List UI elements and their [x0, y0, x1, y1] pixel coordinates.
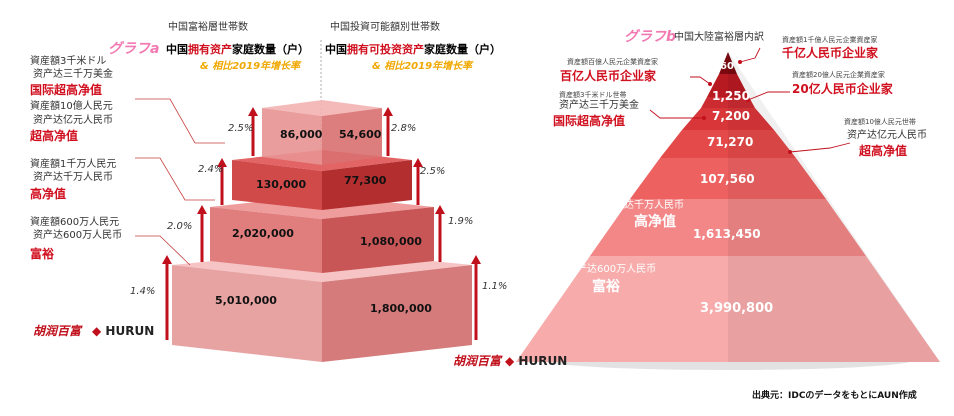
tier-1-right-growth: 2.8% [391, 123, 417, 134]
hurun-logo-en-text-2: HURUN [518, 354, 568, 368]
hurun-logo-icon: ◆ [92, 324, 102, 338]
pyramid-inner-1-line1: 资产达千万人民币 [604, 200, 684, 211]
tier-3-jp: 資産額1千万人民元 [30, 159, 117, 170]
tier-3-right-growth: 1.9% [448, 216, 474, 227]
pyramid-layer-2-left [707, 74, 749, 97]
pyramid-value-4: 71,270 [707, 135, 754, 149]
pyramid-layer-7 [516, 256, 940, 362]
callout-5-mid: 资产达亿元人民币 [847, 130, 927, 141]
tier-3-right-value: 1,080,000 [360, 235, 422, 248]
tier-4-jp: 資産額600万人民元 [30, 217, 120, 228]
tier-chokoujyun-right [322, 160, 412, 210]
tier-3-left-value: 2,020,000 [232, 227, 294, 240]
callout-5-big: 超高净值 [859, 144, 908, 158]
tier-3-name: 高净值 [30, 187, 67, 201]
tier-4-left-growth: 1.4% [130, 286, 156, 297]
pyramid-layer-4 [660, 130, 796, 158]
tier-3-left-growth: 2.0% [167, 221, 193, 232]
pyramid-leader-lines [649, 47, 851, 153]
tier-fuyu-left [172, 265, 322, 362]
pyramid-right-shade [728, 52, 940, 362]
pyramid-value-6: 1,613,450 [693, 227, 761, 241]
hurun-logo-en-2: ◆ HURUN [505, 355, 567, 367]
callout-1-small: 資産額1千億人民元企業資産家 [782, 36, 878, 44]
pyramid-value-2: 1,250 [712, 89, 750, 103]
pyramid-value-1: 60 [720, 61, 734, 72]
pyramid-layer-5 [630, 158, 826, 199]
tier-2-left-growth: 2.4% [198, 164, 224, 175]
tier-2-cn: 资产达亿元人民币 [33, 115, 113, 126]
tier-fuyu-right [322, 265, 472, 362]
growth-arrows [162, 107, 481, 340]
tier-2-left-value: 130,000 [256, 178, 307, 191]
hurun-logo-cn-2: 胡润百富 [453, 354, 502, 368]
callout-2-big: 百亿人民币企业家 [560, 69, 657, 83]
tier-kokusai-left [262, 108, 322, 165]
tier-kokusai-box [262, 100, 382, 165]
pyramid-layer-1 [719, 52, 737, 74]
callout-3-big: 20亿人民币企业家 [792, 82, 893, 96]
subtitle-right: & 相比2019年增长率 [372, 61, 473, 72]
pyramid-value-7: 3,990,800 [700, 301, 774, 316]
header-right-cn-pre: 中国 [325, 43, 347, 56]
pyramid-value-3: 7,200 [712, 109, 750, 123]
pyramid-inner-2-line2: 富裕 [592, 279, 620, 295]
header-left-cn-red: 拥有资产 [188, 43, 232, 56]
source-note: 出典元：IDCのデータをもとにAUN作成 [752, 391, 917, 401]
tier-kokusai-right [322, 108, 382, 165]
hurun-logo-en-text: HURUN [105, 324, 155, 338]
tier-chokoujyun-left [232, 160, 322, 210]
tier-1-name: 国际超高净值 [30, 83, 103, 97]
tier-4-right-growth: 1.1% [482, 281, 508, 292]
header-right-cn: 中国拥有可投资资产家庭数量（户） [325, 44, 501, 55]
header-left-cn-pre: 中国 [166, 43, 188, 56]
tier-2-right-value: 77,300 [344, 174, 387, 187]
pyramid-value-5: 107,560 [700, 172, 755, 186]
pyramid-layer-3b [682, 108, 774, 130]
callout-1-big: 千亿人民币企业家 [782, 46, 879, 60]
header-right-cn-post: 家庭数量（户） [424, 43, 501, 56]
tier-4-cn: 资产达600万人民币 [33, 230, 123, 241]
subtitle-left: & 相比2019年增长率 [200, 61, 301, 72]
callout-5-small: 資産額10億人民元世帯 [844, 118, 916, 126]
tier-2-name: 超高净值 [30, 129, 79, 143]
header-left-jp: 中国富裕層世帯数 [168, 22, 248, 33]
pyramid [516, 52, 940, 362]
graph-b-title: 中国大陸富裕層内訳 [674, 32, 764, 43]
pyramid-inner-2-line1: 资产达600万人民币 [567, 264, 657, 275]
tier-2-right-growth: 2.5% [420, 166, 446, 177]
tier-koujyun-left [210, 207, 322, 273]
header-left-cn-post: 家庭数量（户） [232, 43, 309, 56]
callout-3-small: 資産額20億人民元企業資産家 [792, 71, 885, 79]
pyramid-layer-6 [590, 199, 866, 256]
hurun-logo-cn: 胡润百富 [33, 324, 82, 338]
tier-4-right-value: 1,800,000 [370, 302, 432, 315]
left-leader-lines [135, 98, 225, 266]
tier-1-right-value: 54,600 [339, 128, 382, 141]
header-right-jp: 中国投資可能額別世帯数 [330, 22, 440, 33]
tier-1-left-growth: 2.5% [228, 123, 254, 134]
graph-b-label: グラフb [624, 29, 677, 45]
pyramid-leader-dots [702, 60, 792, 154]
tier-1-jp: 資産額3千米ドル [30, 56, 107, 67]
graph-a-label: グラフa [108, 41, 160, 57]
pyramid-inner-1-line2: 高净值 [634, 214, 676, 230]
callout-4-small: 資産額3千米ドル世帯 [559, 91, 627, 99]
callout-2-small: 資産額百億人民元企業資産家 [567, 58, 658, 66]
tier-4-left-value: 5,010,000 [215, 294, 277, 307]
callout-4-big: 国际超高净值 [553, 114, 626, 128]
header-left-cn: 中国拥有资产家庭数量（户） [166, 44, 309, 55]
tier-koujyun-right [322, 207, 434, 273]
tier-2-jp: 資産額10億人民元 [30, 101, 113, 112]
callout-4-mid: 资产达三千万美金 [559, 100, 639, 111]
hurun-logo-icon-2: ◆ [505, 354, 515, 368]
tier-1-cn: 资产达三千万美金 [33, 69, 113, 80]
hurun-logo-en: ◆ HURUN [92, 325, 154, 337]
header-right-cn-red: 拥有可投资资产 [347, 43, 424, 56]
pyramid-layer-3 [701, 97, 755, 108]
tier-4-name: 富裕 [30, 247, 55, 261]
tier-1-left-value: 86,000 [280, 128, 323, 141]
tier-3-cn: 资产达千万人民币 [33, 172, 113, 183]
